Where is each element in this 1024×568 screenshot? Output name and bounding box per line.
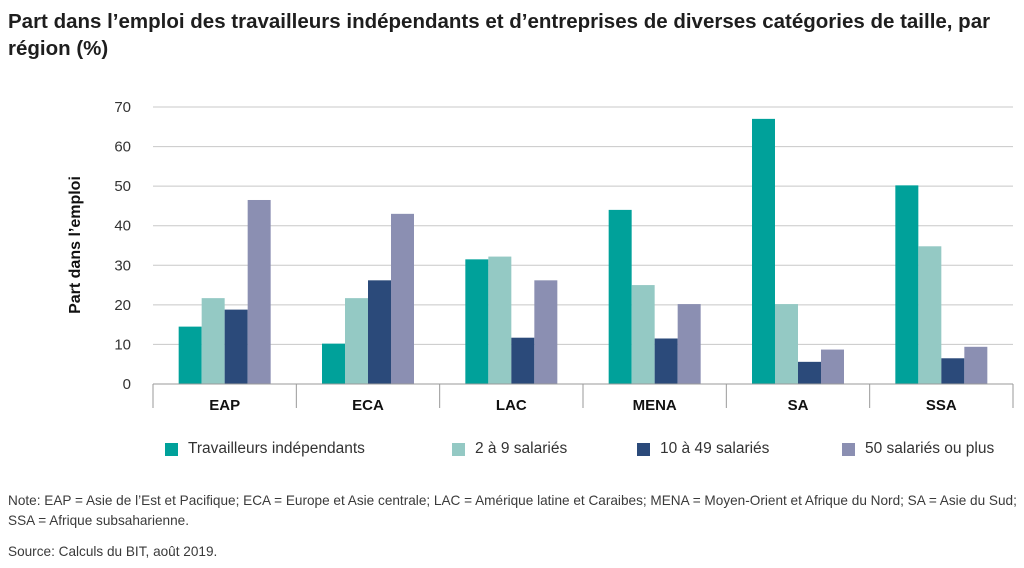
bars [178,118,988,384]
legend-swatch [842,442,855,456]
bar-mena-series-3 [654,338,678,384]
bar-mena-series-1 [608,209,632,384]
y-tick-label: 60 [114,139,131,156]
y-tick-label: 70 [114,99,131,116]
bar-lac-series-4 [534,280,558,384]
bar-eap-series-2 [201,298,225,384]
bar-ssa-series-3 [941,358,965,384]
y-axis-label: Part dans l’emploi [67,176,84,314]
bar-sa-series-3 [798,361,821,384]
legend-item-1: Travailleurs indépendants [165,440,365,458]
y-tick-label: 20 [114,297,131,314]
legend-item-4: 50 salariés ou plus [842,440,994,458]
legend-label: 50 salariés ou plus [865,440,995,457]
x-axis [152,383,1014,408]
y-tick-label: 40 [114,218,131,235]
category-label-eca: ECA [352,397,384,414]
category-label-eap: EAP [209,397,240,414]
category-label-sa: SA [788,397,809,414]
category-label-lac: LAC [496,397,527,414]
bar-lac-series-2 [488,256,512,384]
bar-lac-series-3 [511,337,535,384]
legend-swatch [165,442,178,456]
bar-ssa-series-1 [895,185,919,384]
legend-item-3: 10 à 49 salariés [637,440,769,458]
bar-eap-series-3 [224,309,248,384]
bar-eca-series-4 [391,213,414,384]
bar-mena-series-4 [677,304,701,384]
y-tick-label: 0 [123,376,131,393]
bar-eca-series-3 [368,280,391,384]
bar-ssa-series-2 [918,246,942,384]
chart-legend: Travailleurs indépendants 2 à 9 salariés 1… [150,440,1020,462]
y-tick-label: 30 [114,257,131,274]
legend-label: 10 à 49 salariés [660,440,770,457]
bar-sa-series-2 [775,304,798,384]
legend-item-2: 2 à 9 salariés [452,440,567,458]
legend-swatch [637,442,650,456]
bar-chart: 0 10 20 30 40 50 60 70 EAP ECA LAC MENA SA SSA Part … [67,99,1014,414]
legend-label: 2 à 9 salariés [475,440,568,457]
chart-note: Note: EAP = Asie de l’Est et Pacifique; … [8,493,1017,528]
legend-swatch [452,442,465,456]
bar-eca-series-1 [322,343,345,384]
bar-sa-series-1 [752,118,775,384]
y-tick-label: 10 [114,336,131,353]
bar-eap-series-4 [247,199,271,384]
bar-sa-series-4 [821,349,844,384]
y-axis-ticks: 0 10 20 30 40 50 60 70 [114,99,131,393]
bar-mena-series-2 [631,285,655,384]
legend-label: Travailleurs indépendants [188,440,365,457]
category-label-mena: MENA [633,397,677,414]
category-label-ssa: SSA [926,397,957,414]
chart-title: Part dans l’emploi des travailleurs indé… [8,10,991,60]
bar-eca-series-2 [345,298,368,384]
bar-ssa-series-4 [964,346,988,384]
bar-lac-series-1 [465,259,489,384]
chart-source: Source: Calculs du BIT, août 2019. [8,544,218,559]
bar-eap-series-1 [178,326,202,384]
gridlines [153,106,1013,345]
y-tick-label: 50 [114,178,131,195]
x-axis-categories: EAP ECA LAC MENA SA SSA [209,397,957,414]
